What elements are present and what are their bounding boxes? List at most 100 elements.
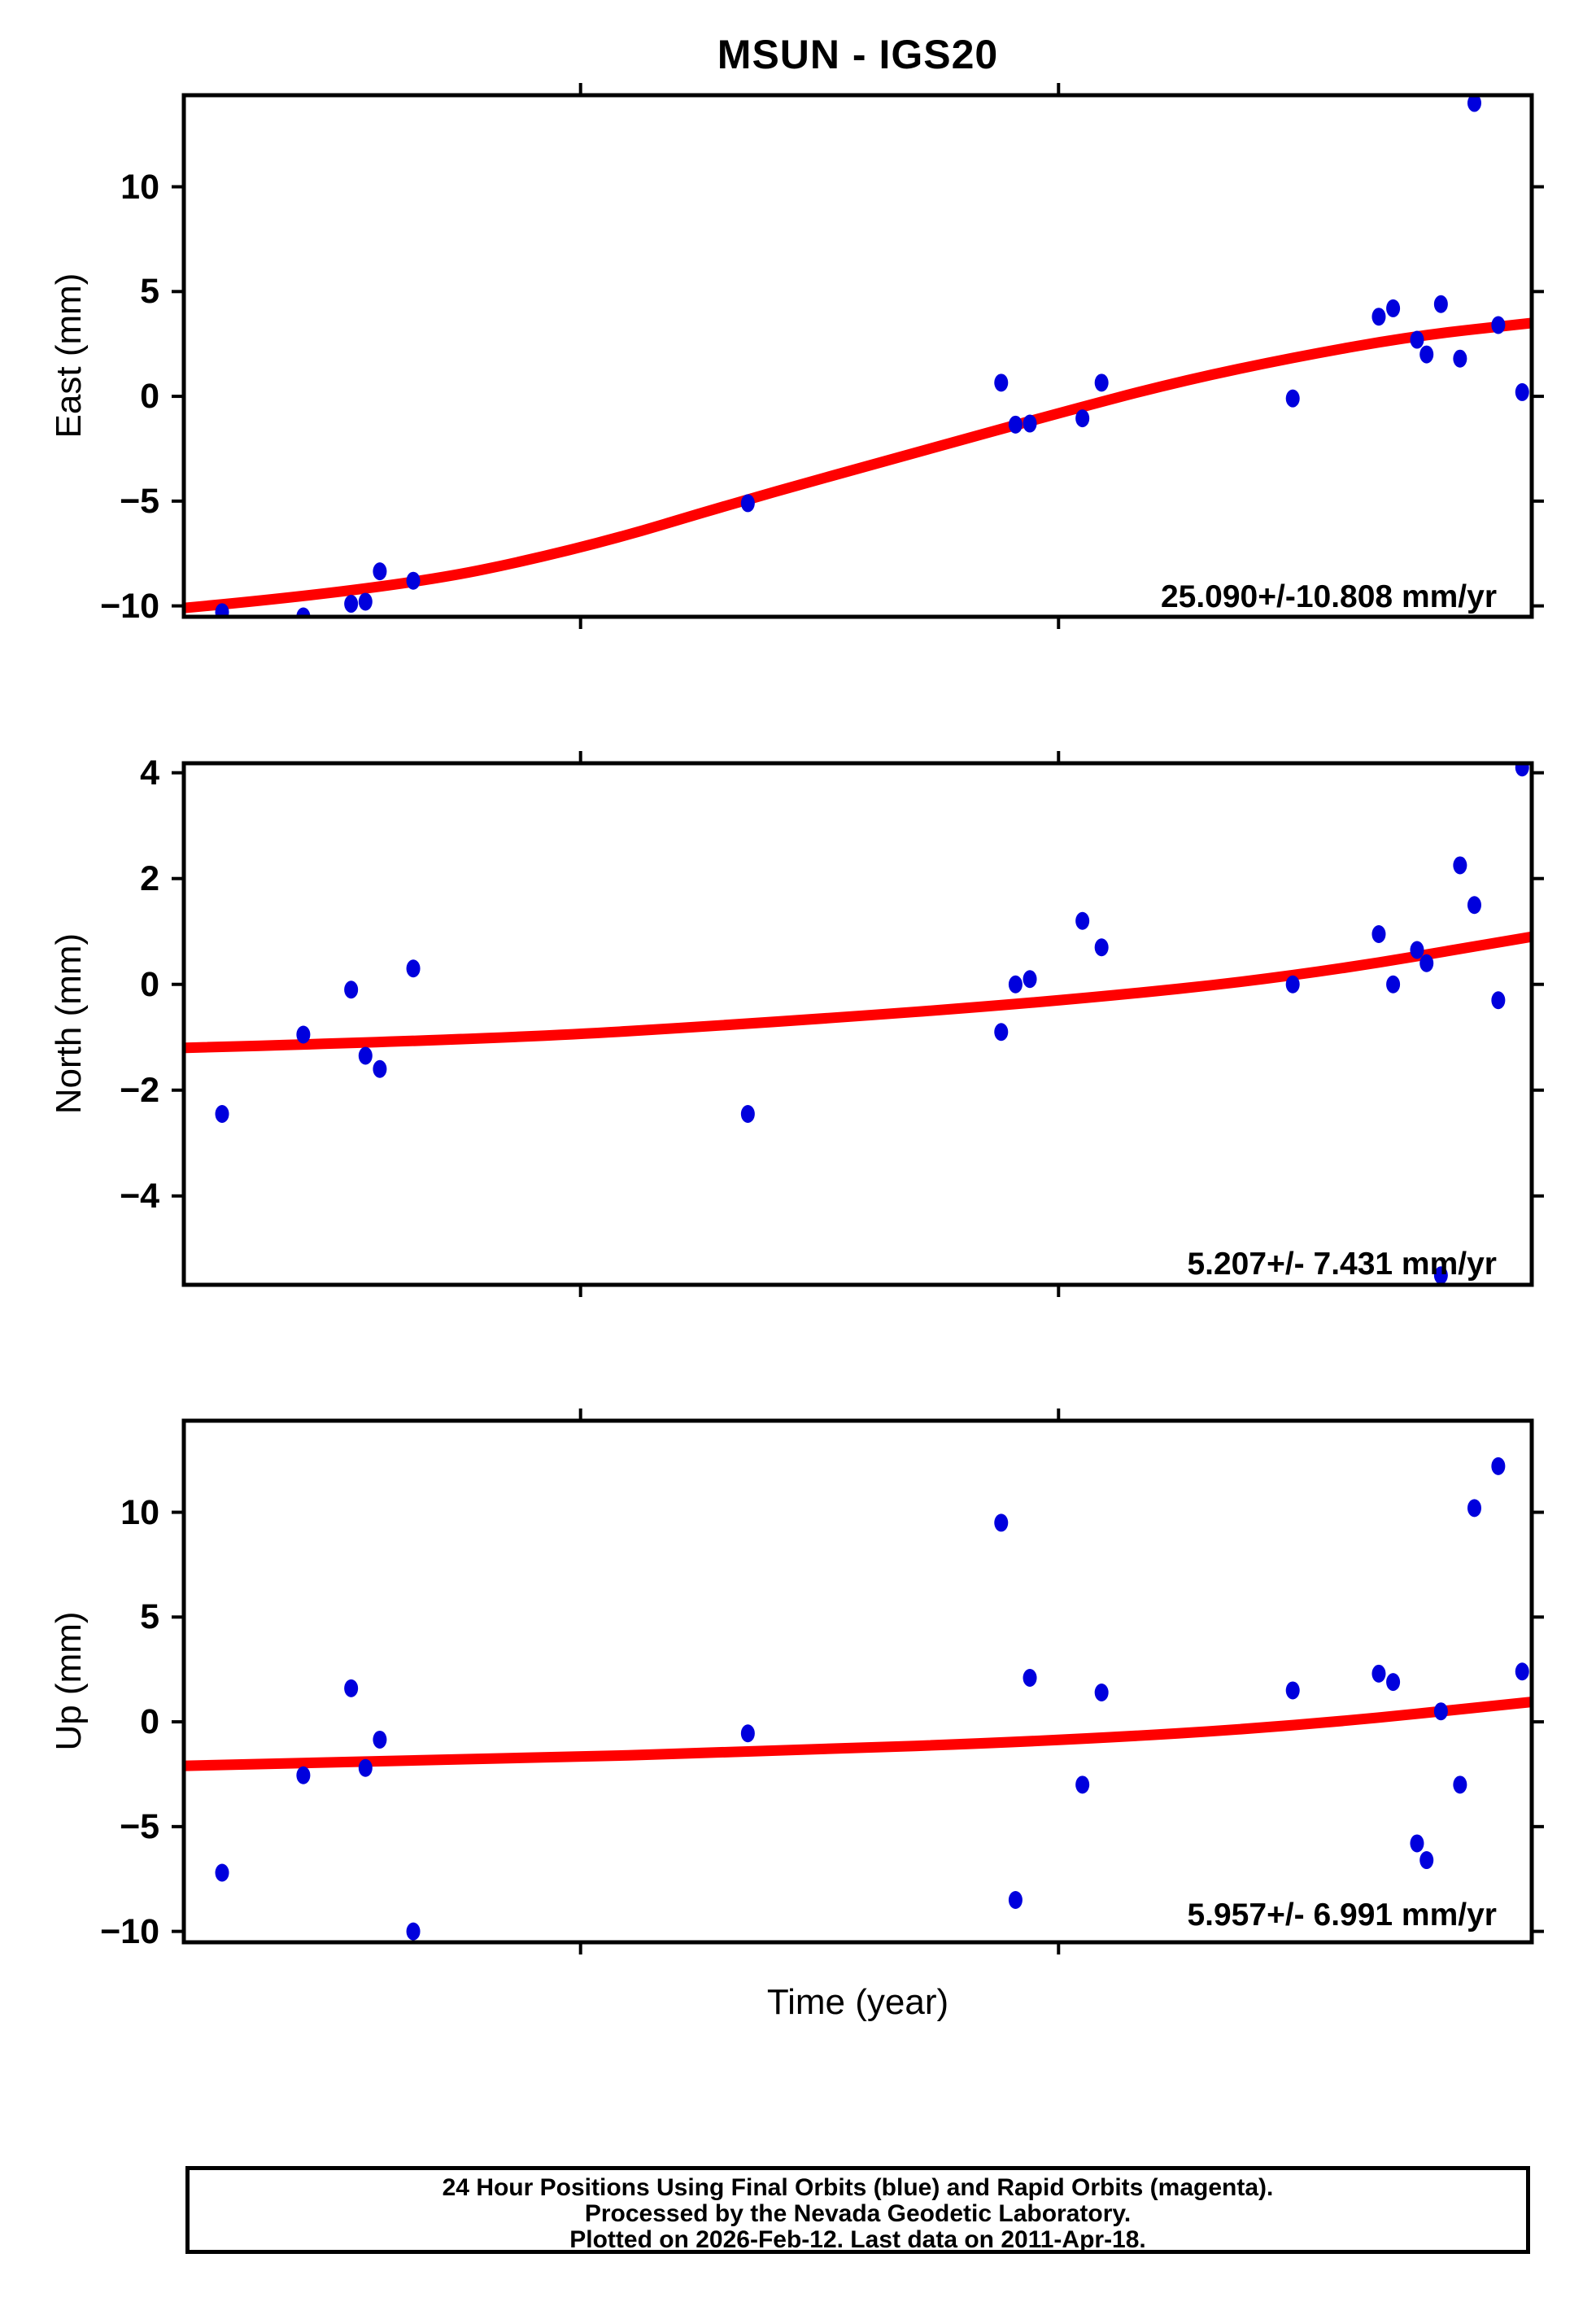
y-tick-label-north--2: −2	[119, 1070, 159, 1110]
trend-line-north	[185, 931, 1530, 1054]
caption-text: 24 Hour Positions Using Final Orbits (bl…	[190, 2170, 1526, 2253]
data-point	[1515, 1662, 1529, 1681]
caption-line-2: Processed by the Nevada Geodetic Laborat…	[584, 2200, 1132, 2227]
data-point	[740, 1724, 755, 1743]
panel-frame-up	[181, 1418, 1534, 1945]
data-point	[358, 1758, 373, 1777]
y-tick-label-east-0: 0	[140, 377, 159, 417]
data-point	[1515, 765, 1529, 777]
data-point	[994, 373, 1009, 392]
data-point	[1075, 911, 1090, 930]
y-tick-label-up-0: 0	[140, 1702, 159, 1742]
trend-line-east	[185, 317, 1530, 614]
data-point	[1371, 924, 1386, 943]
data-point	[1467, 97, 1481, 112]
data-point	[215, 1105, 229, 1124]
data-point	[1094, 938, 1109, 957]
panel-svg-north	[172, 751, 1544, 1297]
data-point	[1453, 1775, 1467, 1794]
data-point	[1285, 1681, 1300, 1700]
data-point	[373, 1730, 387, 1749]
trend-line-up	[185, 1697, 1530, 1771]
data-point	[1371, 308, 1386, 326]
data-point	[994, 1513, 1009, 1532]
data-point	[358, 1046, 373, 1065]
data-point	[215, 1863, 229, 1882]
data-point	[1410, 1834, 1424, 1853]
data-point	[1410, 330, 1424, 349]
data-point	[1491, 1457, 1506, 1475]
panel-frame-east	[181, 93, 1534, 619]
rate-annotation-east: 25.090+/-10.808 mm/yr	[1160, 579, 1497, 614]
data-point	[344, 1679, 359, 1697]
data-point	[406, 571, 421, 590]
data-point	[1008, 975, 1023, 994]
data-point	[406, 1922, 421, 1941]
page-title: MSUN - IGS20	[717, 32, 999, 77]
data-point	[1023, 970, 1037, 989]
data-point	[1371, 1664, 1386, 1683]
data-point	[1075, 409, 1090, 428]
panel-svg-east	[172, 83, 1544, 629]
data-point	[358, 592, 373, 611]
y-tick-label-east-5: 5	[140, 272, 159, 312]
data-point	[1023, 414, 1037, 433]
data-point	[1419, 1851, 1434, 1870]
panel-frame-north	[181, 761, 1534, 1287]
data-point	[1491, 316, 1506, 334]
data-point	[1023, 1668, 1037, 1687]
data-point	[740, 1105, 755, 1124]
data-point	[994, 1023, 1009, 1042]
data-point	[1467, 896, 1481, 915]
data-point	[1410, 941, 1424, 959]
data-point	[1094, 1684, 1109, 1702]
y-tick-label-up-5: 5	[140, 1597, 159, 1637]
data-point	[1419, 954, 1434, 972]
y-tick-label-east--10: −10	[100, 586, 159, 626]
y-tick-label-up--10: −10	[100, 1911, 159, 1951]
data-point	[1433, 1702, 1448, 1721]
data-point	[1433, 1266, 1448, 1283]
data-point	[1285, 975, 1300, 994]
y-tick-label-east--5: −5	[119, 481, 159, 521]
y-tick-label-up-10: 10	[120, 1492, 159, 1532]
caption-line-3: Plotted on 2026-Feb-12. Last data on 201…	[569, 2226, 1146, 2253]
data-point	[1433, 295, 1448, 313]
data-point	[1008, 1890, 1023, 1909]
y-tick-label-north--4: −4	[119, 1176, 159, 1216]
data-point	[296, 1025, 311, 1044]
x-axis-label: Time (year)	[766, 1982, 949, 2022]
data-point	[1467, 1499, 1481, 1518]
data-point	[1491, 991, 1506, 1010]
data-point	[1419, 345, 1434, 364]
caption-line-1: 24 Hour Positions Using Final Orbits (bl…	[442, 2174, 1274, 2201]
y-tick-label-north-2: 2	[140, 858, 159, 898]
caption-box: 24 Hour Positions Using Final Orbits (bl…	[185, 2166, 1530, 2254]
y-tick-label-north-4: 4	[140, 753, 159, 793]
data-point	[1386, 1673, 1401, 1692]
y-tick-label-north-0: 0	[140, 964, 159, 1004]
data-point	[344, 595, 359, 614]
rate-annotation-north: 5.207+/- 7.431 mm/yr	[1187, 1247, 1497, 1282]
data-point	[1008, 415, 1023, 434]
data-point	[296, 1766, 311, 1784]
data-point	[406, 959, 421, 978]
data-point	[1094, 373, 1109, 392]
rate-annotation-up: 5.957+/- 6.991 mm/yr	[1187, 1898, 1497, 1933]
data-point	[740, 494, 755, 513]
data-point	[1386, 975, 1401, 994]
data-point	[1285, 389, 1300, 408]
data-point	[1386, 299, 1401, 317]
data-point	[1515, 382, 1529, 401]
data-point	[373, 562, 387, 581]
data-point	[1075, 1775, 1090, 1794]
y-tick-label-up--5: −5	[119, 1806, 159, 1846]
data-point	[296, 607, 311, 615]
data-point	[1453, 856, 1467, 875]
data-point	[373, 1059, 387, 1078]
panel-svg-up	[172, 1408, 1544, 1954]
data-point	[215, 603, 229, 615]
data-point	[1453, 349, 1467, 368]
y-tick-label-east-10: 10	[120, 167, 159, 207]
